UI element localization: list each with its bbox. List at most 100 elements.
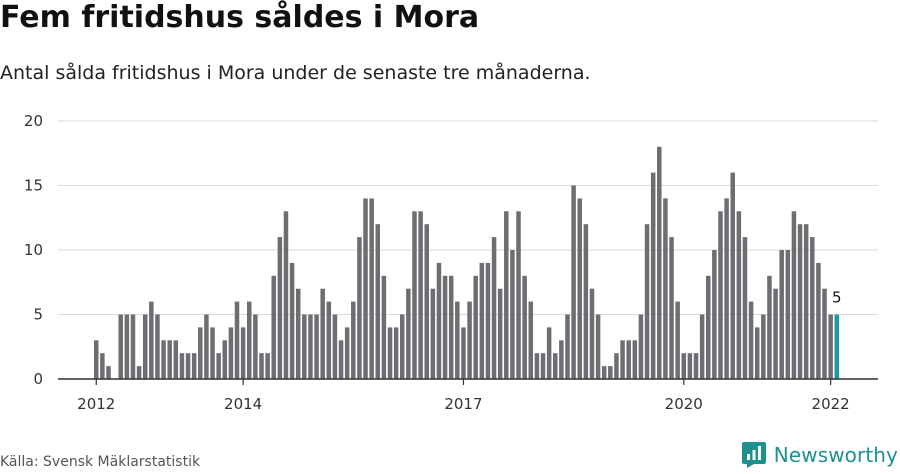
bar <box>644 224 650 379</box>
bar <box>663 198 668 379</box>
bar <box>418 211 423 379</box>
bar <box>393 327 399 379</box>
bar <box>546 327 552 379</box>
x-tick-label: 2017 <box>444 395 482 413</box>
bar <box>583 224 589 379</box>
bar <box>149 301 154 379</box>
bar <box>614 353 619 379</box>
bar <box>424 224 429 379</box>
y-tick-label: 5 <box>33 306 43 324</box>
bar <box>571 185 576 379</box>
bar <box>247 301 252 379</box>
bar <box>748 301 754 379</box>
bar <box>106 366 111 379</box>
bar <box>528 301 534 379</box>
bar <box>595 314 601 379</box>
y-tick-label: 20 <box>24 112 43 130</box>
bar <box>736 211 742 379</box>
bar <box>381 275 387 379</box>
bar <box>406 288 411 379</box>
bar <box>400 314 405 379</box>
bar <box>479 262 485 379</box>
x-tick-label: 2020 <box>665 395 703 413</box>
bar <box>130 314 136 379</box>
chart-subtitle: Antal sålda fritidshus i Mora under de s… <box>0 62 591 84</box>
axes: 0 5 10 15 20 2012 2014 2017 2020 2022 <box>24 112 878 413</box>
bar <box>161 340 166 379</box>
bar <box>308 314 313 379</box>
bar <box>338 340 344 379</box>
x-tick-label: 2012 <box>77 395 115 413</box>
bar <box>387 327 393 379</box>
bar <box>632 340 638 379</box>
bar <box>332 314 338 379</box>
bar <box>155 314 160 379</box>
bar <box>369 198 374 379</box>
bar <box>553 353 558 379</box>
latest-value-label: 5 <box>832 289 842 307</box>
bar <box>240 327 246 379</box>
bar <box>473 275 478 379</box>
bar <box>510 250 515 379</box>
y-tick-label: 15 <box>24 177 43 195</box>
bar <box>436 262 442 379</box>
y-tick-label: 0 <box>33 370 43 388</box>
bar <box>375 224 381 379</box>
bar <box>204 314 209 379</box>
bar <box>650 172 656 379</box>
bar-latest <box>834 314 840 379</box>
bar <box>142 314 148 379</box>
bar <box>504 211 509 379</box>
bar <box>136 366 142 379</box>
bar <box>277 237 283 379</box>
bar <box>706 275 711 379</box>
bar <box>675 301 680 379</box>
bar <box>657 146 662 379</box>
bar <box>779 250 784 379</box>
bar <box>742 237 748 379</box>
bar <box>559 340 564 379</box>
bar <box>724 198 729 379</box>
bar <box>283 211 289 379</box>
bar <box>681 353 687 379</box>
bar <box>179 353 185 379</box>
bar <box>430 288 436 379</box>
bar <box>608 366 613 379</box>
bar <box>265 353 270 379</box>
data-labels: 5 <box>832 289 842 307</box>
bar <box>534 353 540 379</box>
bar <box>522 275 527 379</box>
bar <box>491 237 497 379</box>
bar-chart: 0 5 10 15 20 2012 2014 2017 2020 2022 5 <box>24 112 878 413</box>
bar <box>577 198 582 379</box>
bars <box>94 146 840 379</box>
bar <box>344 327 350 379</box>
bar <box>754 327 760 379</box>
gridlines <box>58 120 878 315</box>
bar <box>289 262 295 379</box>
bar <box>442 275 448 379</box>
bar <box>234 301 240 379</box>
bar <box>191 353 197 379</box>
bar <box>767 275 772 379</box>
bar <box>118 314 123 379</box>
bar <box>124 314 130 379</box>
bar <box>797 224 803 379</box>
bar <box>467 301 472 379</box>
bar <box>730 172 735 379</box>
bar <box>198 327 203 379</box>
bar <box>314 314 319 379</box>
bar <box>253 314 258 379</box>
bar <box>516 211 521 379</box>
bar <box>620 340 625 379</box>
bar <box>626 340 631 379</box>
bar <box>816 262 821 379</box>
bar <box>222 340 228 379</box>
bar <box>357 237 362 379</box>
bar <box>638 314 644 379</box>
bar <box>699 314 705 379</box>
bar <box>185 353 191 379</box>
bar <box>448 275 454 379</box>
bar <box>565 314 570 379</box>
y-tick-label: 10 <box>24 241 43 259</box>
